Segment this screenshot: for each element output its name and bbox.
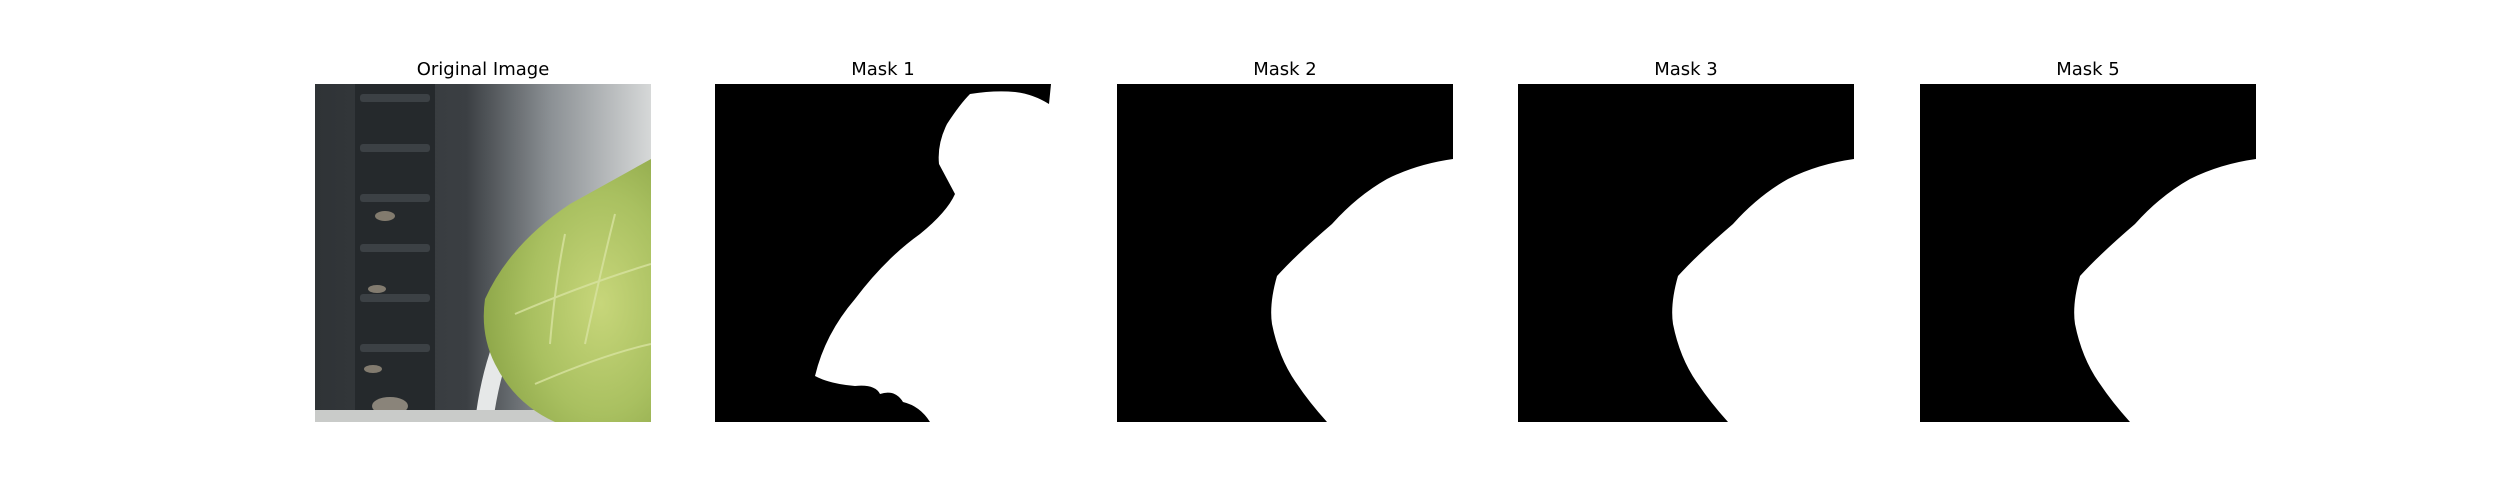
mask-2-image [1117,84,1453,422]
original-image-panel [315,84,651,422]
mask-3-panel [1518,84,1854,422]
panel-title-mask-3: Mask 3 [1654,59,1718,80]
mask-1-panel [715,84,1051,422]
original-image [315,84,651,422]
panel-title-mask-2: Mask 2 [1253,59,1317,80]
mask-3-image [1518,84,1854,422]
mask-5-image [1920,84,2256,422]
mask-2-panel [1117,84,1453,422]
mask-5-panel [1920,84,2256,422]
panel-title-mask-5: Mask 5 [2056,59,2120,80]
panel-title-mask-1: Mask 1 [851,59,915,80]
panel-title-original: Original Image [416,59,550,80]
mask-1-image [715,84,1051,422]
